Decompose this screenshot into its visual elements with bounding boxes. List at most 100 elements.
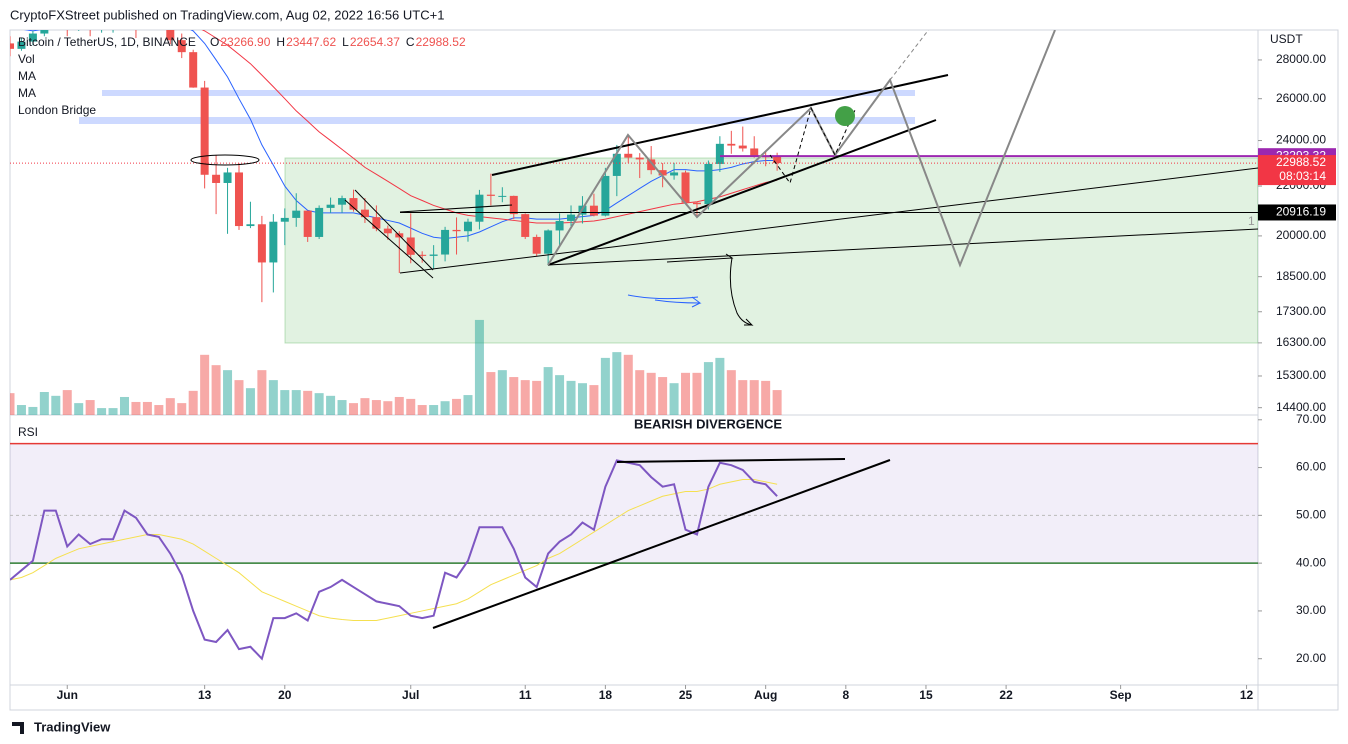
volume-bar	[62, 390, 72, 415]
y-tick-label: 24000.00	[1276, 133, 1326, 147]
candle-body	[692, 202, 701, 205]
candle-body	[521, 214, 530, 237]
logo	[12, 722, 24, 734]
rsi-tick-label: 60.00	[1296, 460, 1326, 474]
indicator: London Bridge	[18, 103, 96, 117]
volume-bar	[681, 372, 691, 415]
candle-body	[200, 87, 209, 175]
channel-line	[344, 199, 434, 279]
candle-body	[750, 148, 759, 157]
currency: USDT	[1270, 32, 1303, 46]
volume-bar	[303, 390, 313, 415]
candle-body	[17, 41, 26, 49]
ohlc-value: 22988.52	[416, 35, 466, 49]
volume-bar	[703, 362, 713, 415]
candle-body	[589, 205, 598, 216]
volume-bar	[223, 370, 233, 415]
ohlc-key: H	[276, 35, 285, 49]
y-tick-label: 15300.00	[1276, 368, 1326, 382]
rsi-tick-label: 30.00	[1296, 603, 1326, 617]
candle-body	[269, 221, 278, 263]
x-tick-label: Jul	[402, 688, 419, 702]
rsi-tick-label: 50.00	[1296, 508, 1326, 522]
candle-body	[338, 198, 347, 205]
volume-bar	[417, 405, 427, 415]
candle-body	[463, 221, 472, 232]
trend-line	[399, 204, 513, 213]
candle-body	[10, 43, 14, 49]
candle-body	[624, 153, 633, 158]
volume-bar	[646, 372, 656, 415]
volume-bar	[348, 403, 358, 415]
x-tick-label: 20	[278, 688, 292, 702]
footer: TradingView	[34, 719, 111, 734]
volume-bar	[497, 370, 507, 415]
candle-body	[246, 224, 255, 227]
volume-bar	[326, 395, 336, 415]
ohlc-value: 22654.37	[350, 35, 400, 49]
candle-body	[98, 26, 106, 29]
candle-body	[498, 195, 507, 197]
volume-bar	[669, 383, 679, 415]
candle-body	[406, 237, 415, 255]
volume-bar	[429, 405, 439, 415]
candle-body	[567, 214, 576, 221]
volume-bar	[154, 405, 164, 415]
target-dot	[835, 106, 855, 126]
candle-body	[670, 172, 679, 176]
volume-bar	[245, 388, 255, 415]
volume-bar	[119, 396, 129, 415]
candle-body	[612, 153, 621, 176]
candle-body	[544, 230, 553, 254]
x-tick-label: 25	[679, 688, 693, 702]
rsi-tick-label: 70.00	[1296, 412, 1326, 426]
candle-body	[189, 52, 198, 88]
rsi-ma-line	[10, 479, 778, 621]
volume-bar	[268, 380, 278, 415]
volume-bar	[715, 357, 725, 415]
volume-bar	[291, 390, 301, 415]
price-label: 20916.19	[1276, 205, 1326, 219]
candle-body	[40, 30, 49, 34]
candle-body	[727, 143, 736, 146]
candle-body	[658, 170, 667, 176]
candle-body	[212, 174, 221, 183]
candle-body	[418, 254, 427, 256]
rsi-trend-line	[432, 459, 891, 629]
projection-path	[547, 30, 1056, 268]
ohlc-key: L	[342, 35, 349, 49]
volume-bar	[39, 392, 49, 415]
x-tick-label: 15	[919, 688, 933, 702]
volume-bar	[520, 380, 530, 415]
frame	[9, 29, 1339, 711]
volume-bar	[440, 401, 450, 415]
x-tick-label: 12	[1240, 688, 1254, 702]
y-tick-label: 28000.00	[1276, 52, 1326, 66]
resistance-band	[102, 90, 915, 96]
drawings-back	[79, 90, 1258, 344]
candle-body	[326, 204, 335, 208]
x-tick-label: Sep	[1110, 688, 1132, 702]
rsi-tick-label: 40.00	[1296, 555, 1326, 569]
y-tick-label: 14400.00	[1276, 400, 1326, 414]
divergence-line	[616, 458, 846, 463]
price-pane	[10, 26, 782, 415]
countdown: 08:03:14	[1279, 169, 1326, 183]
arrow	[666, 253, 754, 326]
candle-body	[635, 157, 644, 160]
volume-bar	[280, 390, 290, 415]
last-price-box	[1258, 155, 1336, 186]
symbol: Bitcoin / TetherUS, 1D, BINANCE	[18, 35, 196, 49]
volume-bar	[532, 380, 542, 415]
volume-bar	[337, 400, 347, 415]
candle-body	[647, 159, 656, 171]
volume-bar	[177, 403, 187, 415]
last-price-label: 22988.52	[1276, 155, 1326, 169]
volume-bar	[165, 398, 175, 415]
volume-bar	[589, 385, 599, 415]
trend-line	[399, 167, 1258, 274]
candle-body	[738, 145, 747, 149]
x-tick-label: 11	[519, 688, 532, 702]
candle-body	[452, 229, 461, 232]
